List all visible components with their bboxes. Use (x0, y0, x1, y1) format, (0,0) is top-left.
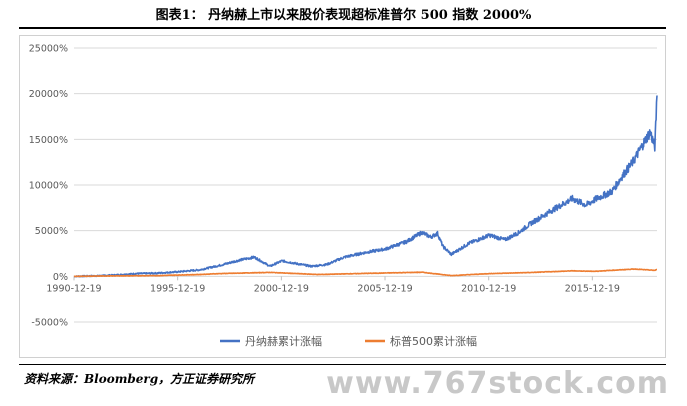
source-rule (19, 364, 666, 365)
chart-frame: -5000% 0% 5000% 10000% 15000% 20000% 25000% 19… (19, 35, 666, 358)
source-note: 资料来源：Bloomberg，方正证券研究所 (24, 372, 255, 386)
y-axis-ticks: -5000% 0% 5000% 10000% 15000% 20000% 25000% (29, 44, 68, 329)
x-axis-ticks: 1990-12-19 1995-12-19 2000-12-19 2005-12-19… (46, 276, 620, 294)
y-tick-label-6: 25000% (29, 44, 68, 55)
y-tick-label-3: 10000% (29, 181, 68, 192)
gridlines (74, 47, 657, 323)
series-lines (73, 95, 658, 278)
x-tick-label-0: 1990-12-19 (46, 283, 101, 294)
y-tick-label-2: 5000% (35, 226, 68, 237)
legend: 丹纳赫累计涨幅 标普500累计涨幅 (220, 334, 477, 348)
x-tick-label-1: 1995-12-19 (150, 283, 205, 294)
figure-title: 图表1： 丹纳赫上市以来股价表现超标准普尔 500 指数 2000% (155, 8, 532, 23)
legend-label-0: 丹纳赫累计涨幅 (245, 335, 322, 348)
y-tick-label-0: -5000% (31, 318, 68, 329)
series-line-0 (73, 95, 658, 278)
x-tick-label-3: 2005-12-19 (357, 283, 412, 294)
series-line-1 (73, 268, 658, 278)
y-tick-label-1: 0% (53, 272, 68, 283)
x-tick-label-4: 2010-12-19 (461, 283, 516, 294)
x-tick-label-2: 2000-12-19 (254, 283, 309, 294)
y-tick-label-5: 20000% (29, 89, 68, 100)
line-chart: -5000% 0% 5000% 10000% 15000% 20000% 25000% 19… (29, 44, 658, 348)
y-tick-label-4: 15000% (29, 135, 68, 146)
legend-label-1: 标普500累计涨幅 (390, 334, 477, 348)
title-rule (19, 27, 666, 29)
x-tick-label-5: 2015-12-19 (565, 283, 620, 294)
watermark: www.767stock.com (326, 366, 669, 401)
